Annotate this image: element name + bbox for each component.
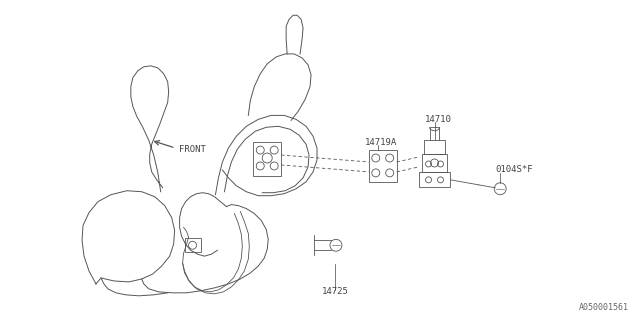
Text: 14725: 14725	[322, 287, 349, 296]
Text: 14719A: 14719A	[365, 138, 397, 147]
Text: FRONT: FRONT	[179, 145, 205, 154]
Text: A050001561: A050001561	[579, 303, 628, 312]
Text: 14710: 14710	[424, 115, 451, 124]
Text: 0104S*F: 0104S*F	[495, 165, 533, 174]
